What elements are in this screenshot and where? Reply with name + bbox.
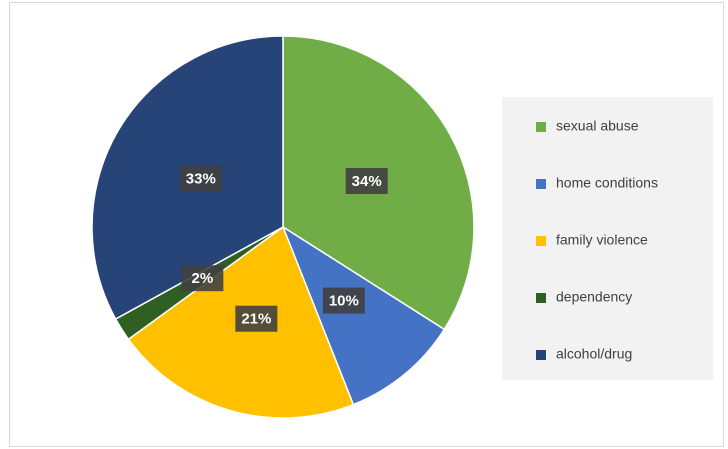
data-label: 10% — [329, 293, 359, 310]
legend-label: alcohol/drug — [556, 346, 632, 362]
legend-label: dependency — [556, 289, 632, 305]
legend-swatch — [536, 293, 546, 303]
legend-swatch — [536, 122, 546, 132]
pie-slice — [281, 225, 446, 406]
data-label: 34% — [352, 173, 382, 190]
data-label: 33% — [186, 170, 216, 187]
data-label-box — [345, 167, 388, 194]
legend-swatch — [536, 179, 546, 189]
legend-label: family violence — [556, 232, 648, 248]
data-label-box — [181, 265, 224, 292]
data-label-box — [235, 305, 278, 332]
data-label-box — [179, 165, 222, 192]
legend-label: home conditions — [556, 175, 658, 191]
data-label-box — [322, 287, 365, 314]
data-label: 2% — [192, 270, 214, 287]
legend-swatch — [536, 236, 546, 246]
legend-label: sexual abuse — [556, 118, 639, 134]
data-label: 21% — [241, 311, 271, 328]
legend-swatch — [536, 350, 546, 360]
